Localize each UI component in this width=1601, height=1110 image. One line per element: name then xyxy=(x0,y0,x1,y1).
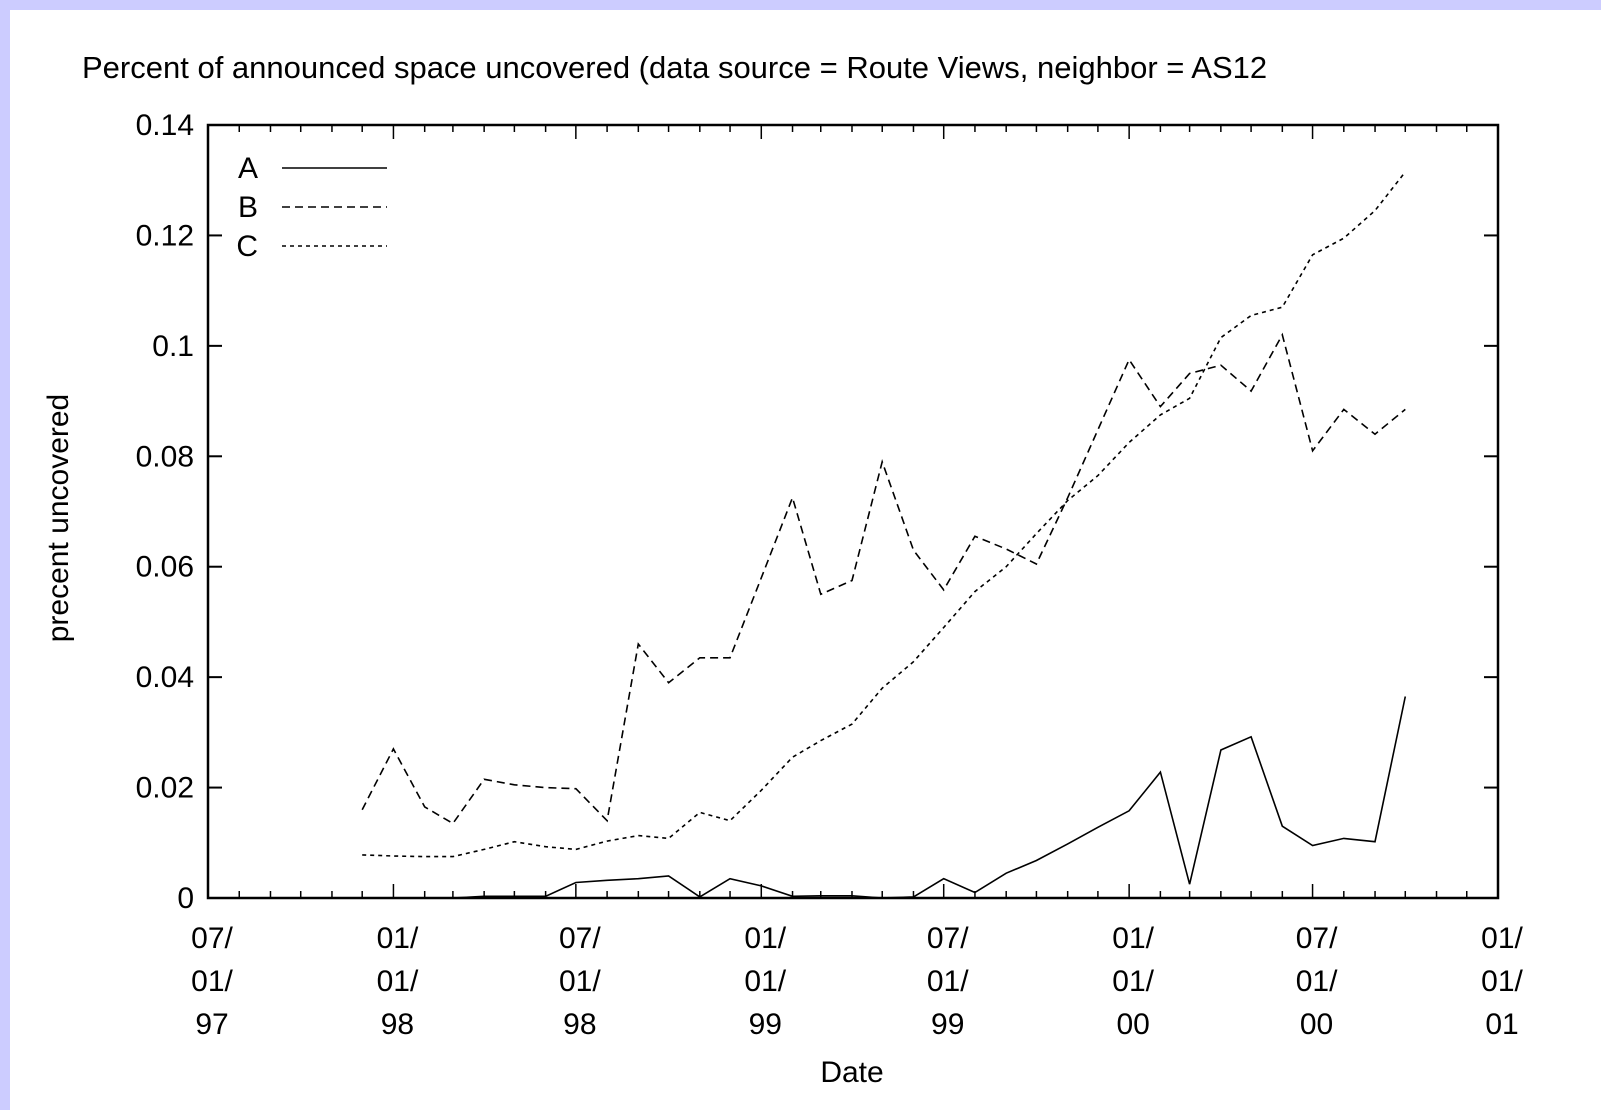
x-tick-label: 99 xyxy=(749,1008,782,1041)
x-tick-label: 00 xyxy=(1116,1008,1149,1041)
x-tick-label: 01/ xyxy=(191,965,233,998)
line-chart: Percent of announced space uncovered (da… xyxy=(42,50,1524,1089)
y-tick-label: 0.14 xyxy=(136,109,194,142)
legend-label-c: C xyxy=(236,230,258,263)
x-tick-label: 07/ xyxy=(559,922,601,955)
x-tick-label: 07/ xyxy=(1296,922,1338,955)
y-tick-label: 0.06 xyxy=(136,551,194,584)
x-tick-label: 01/ xyxy=(377,965,419,998)
y-axis-label: precent uncovered xyxy=(42,394,75,643)
x-tick-label: 01/ xyxy=(1112,922,1154,955)
x-tick-label: 98 xyxy=(563,1008,596,1041)
y-tick-label: 0.04 xyxy=(136,661,194,694)
x-tick-label: 97 xyxy=(195,1008,228,1041)
plot-frame xyxy=(206,123,1500,900)
x-tick-label: 01/ xyxy=(744,965,786,998)
legend: ABC xyxy=(236,152,387,263)
chart-canvas: Percent of announced space uncovered (da… xyxy=(10,10,1601,1110)
y-tick-label: 0 xyxy=(177,882,194,915)
x-tick-label: 01/ xyxy=(744,922,786,955)
x-tick-label: 98 xyxy=(381,1008,414,1041)
x-tick-label: 07/ xyxy=(191,922,233,955)
x-axis-label: Date xyxy=(820,1056,883,1089)
x-tick-label: 01/ xyxy=(1481,965,1523,998)
x-tick-label: 00 xyxy=(1300,1008,1333,1041)
x-tick-label: 01/ xyxy=(377,922,419,955)
x-tick-label: 01/ xyxy=(1112,965,1154,998)
chart-title: Percent of announced space uncovered (da… xyxy=(82,50,1267,85)
legend-label-a: A xyxy=(238,152,258,185)
y-tick-label: 0.02 xyxy=(136,772,194,805)
series-line-b xyxy=(361,332,1406,825)
y-tick-label: 0.08 xyxy=(136,440,194,473)
series-line-a xyxy=(362,696,1407,899)
y-tick-label: 0.12 xyxy=(136,219,194,252)
legend-label-b: B xyxy=(238,191,258,224)
x-tick-label: 01/ xyxy=(1481,922,1523,955)
series-lines xyxy=(361,171,1407,899)
axes: 0 0.02 0.04 0.06 0.08 0.1 0.12 0.14 07/01/97 01/0… xyxy=(136,109,1524,1041)
x-tick-label: 01/ xyxy=(1296,965,1338,998)
x-tick-label: 07/ xyxy=(927,922,969,955)
x-tick-label: 01/ xyxy=(559,965,601,998)
series-line-c xyxy=(362,171,1406,858)
y-tick-label: 0.1 xyxy=(152,330,194,363)
x-tick-label: 01 xyxy=(1485,1008,1518,1041)
x-tick-label: 01/ xyxy=(927,965,969,998)
x-tick-label: 99 xyxy=(931,1008,964,1041)
